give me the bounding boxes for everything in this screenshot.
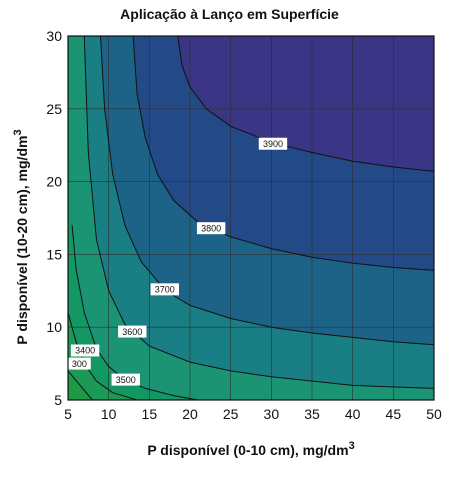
contour-label-3700: 3700: [150, 283, 179, 296]
contour-label-text: 3500: [116, 375, 136, 385]
y-axis-ticks: 5 10 15 20 25 30: [46, 28, 62, 408]
contour-label-3400: 3400: [70, 344, 100, 357]
x-tick-label-20: 20: [182, 406, 198, 422]
contour-labels: 300 3400 3500 3600 3700 3800 3900: [68, 137, 288, 386]
contour-band-3900: [68, 36, 434, 400]
x-tick-label-50: 50: [426, 406, 442, 422]
y-tick-label-15: 15: [46, 246, 62, 262]
x-tick-label-25: 25: [223, 406, 239, 422]
x-tick-label-10: 10: [101, 406, 117, 422]
x-tick-label-35: 35: [304, 406, 320, 422]
contour-label-text: 3700: [155, 285, 175, 295]
contour-line-3300: [68, 370, 93, 400]
x-tick-label-5: 5: [64, 406, 72, 422]
contour-label-box: [70, 344, 100, 357]
contour-label-text: 3600: [122, 327, 142, 337]
y-tick-label-5: 5: [54, 392, 62, 408]
contour-bands: [68, 36, 434, 400]
x-axis-ticks: 5 10 15 20 25 30 35 40 45 50: [64, 406, 442, 422]
plot-area: 300 3400 3500 3600 3700 3800 3900: [68, 36, 434, 400]
x-tick-label-15: 15: [142, 406, 158, 422]
y-tick-label-20: 20: [46, 174, 62, 190]
contour-line-3900: [177, 36, 434, 172]
contour-label-text: 300: [72, 359, 87, 369]
x-tick-label-30: 30: [264, 406, 280, 422]
contour-lines: [68, 36, 434, 400]
contour-label-text: 3900: [263, 139, 283, 149]
contour-line-3700: [100, 36, 434, 346]
contour-label-3300: 300: [68, 357, 91, 370]
contour-label-text: 3800: [201, 223, 221, 233]
y-tick-label-30: 30: [46, 28, 62, 44]
plot-frame: [67, 35, 435, 401]
x-axis-title: P disponível (0-10 cm), mg/dm3: [147, 440, 354, 458]
contour-label-box: [68, 357, 91, 370]
y-tick-label-10: 10: [46, 319, 62, 335]
grid-lines: [68, 36, 434, 400]
contour-label-3800: 3800: [196, 222, 226, 235]
contour-line-3600: [83, 36, 434, 389]
chart-title: Aplicação à Lanço em Superfície: [120, 6, 339, 22]
contour-label-box: [258, 137, 288, 150]
contour-line-3500: [71, 225, 199, 400]
contour-label-3600: 3600: [118, 325, 147, 338]
y-tick-label-25: 25: [46, 101, 62, 117]
contour-label-box: [196, 222, 226, 235]
contour-label-3500: 3500: [111, 373, 140, 386]
x-tick-label-40: 40: [345, 406, 361, 422]
contour-label-box: [150, 283, 179, 296]
contour-label-text: 3400: [75, 346, 95, 356]
contour-line-3400: [68, 312, 138, 400]
x-tick-label-45: 45: [386, 406, 402, 422]
contour-label-3900: 3900: [258, 137, 288, 150]
y-axis-title: P disponível (10-20 cm), mg/dm3: [12, 129, 30, 344]
contour-label-box: [118, 325, 147, 338]
contour-label-box: [111, 373, 140, 386]
